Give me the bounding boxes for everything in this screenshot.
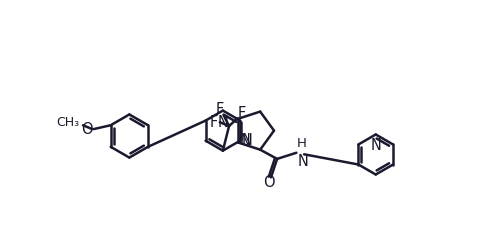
Text: N: N — [240, 133, 250, 148]
Text: O: O — [264, 175, 275, 190]
Text: F: F — [216, 102, 224, 117]
Text: H: H — [297, 137, 307, 151]
Text: CH₃: CH₃ — [56, 116, 79, 129]
Text: N: N — [370, 138, 381, 153]
Text: N: N — [297, 154, 308, 169]
Text: O: O — [81, 122, 93, 137]
Text: N: N — [217, 115, 228, 130]
Text: F: F — [210, 115, 218, 130]
Text: F: F — [237, 106, 245, 121]
Text: N: N — [242, 133, 253, 148]
